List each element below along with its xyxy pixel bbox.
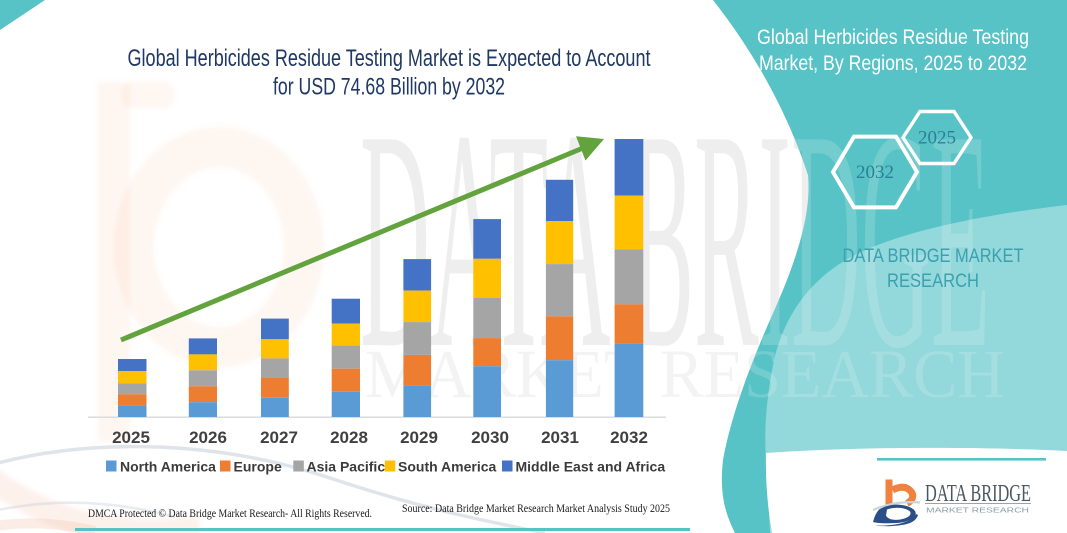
svg-text:2025: 2025	[112, 428, 150, 447]
svg-text:Global Herbicides Residue Test: Global Herbicides Residue Testing	[757, 25, 1029, 49]
svg-text:MARKET RESEARCH: MARKET RESEARCH	[365, 336, 1005, 412]
svg-text:RESEARCH: RESEARCH	[887, 271, 979, 292]
svg-text:Global Herbicides Residue Test: Global Herbicides Residue Testing Market…	[128, 45, 651, 72]
svg-text:North America: North America	[120, 459, 216, 475]
svg-text:2029: 2029	[400, 428, 438, 447]
svg-text:DATA BRIDGE MARKET: DATA BRIDGE MARKET	[843, 246, 1024, 267]
svg-text:for USD 74.68 Billion by 2032: for USD 74.68 Billion by 2032	[273, 74, 505, 101]
svg-text:South America: South America	[398, 459, 496, 475]
svg-text:2032: 2032	[610, 428, 648, 447]
svg-text:2025: 2025	[918, 128, 956, 149]
svg-text:Market, By Regions, 2025 to 20: Market, By Regions, 2025 to 2032	[759, 51, 1027, 75]
svg-text:2031: 2031	[541, 428, 579, 447]
svg-text:DATA BRIDGE: DATA BRIDGE	[925, 481, 1031, 507]
svg-text:2032: 2032	[856, 162, 894, 183]
svg-text:DMCA Protected © Data Bridge M: DMCA Protected © Data Bridge Market Rese…	[88, 508, 372, 520]
svg-text:2030: 2030	[471, 428, 509, 447]
svg-text:2027: 2027	[260, 428, 298, 447]
svg-text:Asia Pacific: Asia Pacific	[307, 459, 386, 475]
svg-text:2028: 2028	[330, 428, 368, 447]
svg-text:Middle East and Africa: Middle East and Africa	[516, 459, 666, 475]
svg-text:2026: 2026	[189, 428, 227, 447]
svg-text:Europe: Europe	[234, 459, 282, 475]
svg-text:MARKET RESEARCH: MARKET RESEARCH	[926, 506, 1029, 515]
svg-text:Source: Data Bridge Market Res: Source: Data Bridge Market Research Mark…	[402, 503, 670, 515]
